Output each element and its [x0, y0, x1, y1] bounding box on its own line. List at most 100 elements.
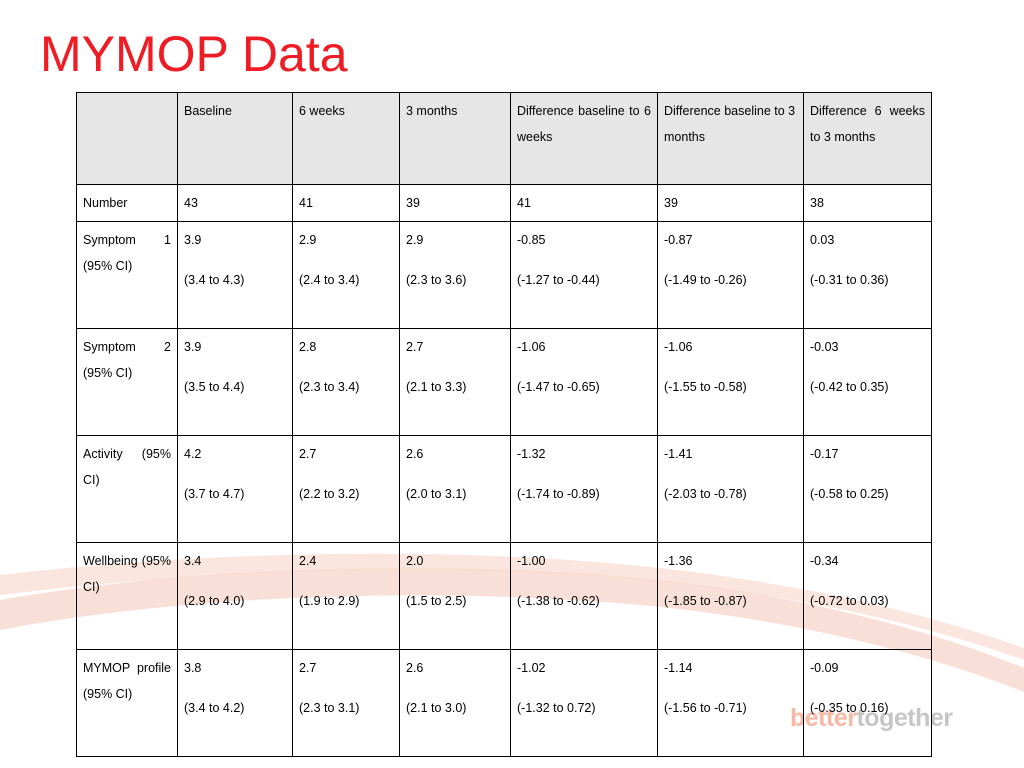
table-cell: -1.14 (-1.56 to -0.71) [657, 649, 804, 757]
row-label: Wellbeing (95% CI) [76, 542, 178, 650]
cell-ci: (2.3 to 3.1) [299, 701, 360, 715]
table-cell: 2.7 (2.1 to 3.3) [399, 328, 511, 436]
cell-ci: (1.9 to 2.9) [299, 594, 360, 608]
cell-ci: (-0.42 to 0.35) [810, 380, 889, 394]
cell-value: -1.02 [517, 661, 546, 675]
row-label: Activity (95% CI) [76, 435, 178, 543]
table-row: MYMOP profile (95% CI) 3.8 (3.4 to 4.2) 2… [76, 649, 932, 757]
cell-value: 2.6 [406, 661, 424, 675]
cell-ci: (3.4 to 4.3) [184, 273, 245, 287]
header-cell: 3 months [399, 92, 511, 185]
table-cell: 3.4 (2.9 to 4.0) [177, 542, 293, 650]
cell-ci: (2.3 to 3.6) [406, 273, 467, 287]
table-cell: -1.00 (-1.38 to -0.62) [510, 542, 658, 650]
table-cell: -0.09 (-0.35 to 0.16) [803, 649, 932, 757]
header-cell: 6 weeks [292, 92, 400, 185]
cell-ci: (1.5 to 2.5) [406, 594, 467, 608]
cell-value: -1.14 [664, 661, 693, 675]
cell-value: 2.9 [299, 233, 317, 247]
cell-value: 4.2 [184, 447, 202, 461]
cell-ci: (-0.72 to 0.03) [810, 594, 889, 608]
cell-ci: (-0.35 to 0.16) [810, 701, 889, 715]
cell-value: 2.4 [299, 554, 317, 568]
table-cell: 3.8 (3.4 to 4.2) [177, 649, 293, 757]
cell-ci: (-1.74 to -0.89) [517, 487, 600, 501]
table-cell: 2.8 (2.3 to 3.4) [292, 328, 400, 436]
cell-ci: (-1.27 to -0.44) [517, 273, 600, 287]
table-cell: 39 [399, 184, 511, 222]
cell-ci: (-1.56 to -0.71) [664, 701, 747, 715]
table-cell: -1.36 (-1.85 to -0.87) [657, 542, 804, 650]
cell-ci: (-1.47 to -0.65) [517, 380, 600, 394]
table-cell: -1.06 (-1.55 to -0.58) [657, 328, 804, 436]
cell-value: 2.8 [299, 340, 317, 354]
table-cell: 2.9 (2.3 to 3.6) [399, 221, 511, 329]
cell-ci: (-1.49 to -0.26) [664, 273, 747, 287]
cell-ci: (2.1 to 3.3) [406, 380, 467, 394]
cell-ci: (3.4 to 4.2) [184, 701, 245, 715]
header-cell: Difference baseline to 3 months [657, 92, 804, 185]
cell-value: -1.06 [517, 340, 546, 354]
cell-value: -0.85 [517, 233, 546, 247]
table-cell: -0.34 (-0.72 to 0.03) [803, 542, 932, 650]
cell-value: -0.03 [810, 340, 839, 354]
cell-value: -0.09 [810, 661, 839, 675]
cell-value: -1.32 [517, 447, 546, 461]
header-cell: Difference 6 weeks to 3 months [803, 92, 932, 185]
data-table: Baseline 6 weeks 3 months Difference bas… [76, 92, 932, 757]
cell-ci: (2.1 to 3.0) [406, 701, 467, 715]
header-cell: Difference baseline to 6 weeks [510, 92, 658, 185]
cell-ci: (3.7 to 4.7) [184, 487, 245, 501]
table-cell: 4.2 (3.7 to 4.7) [177, 435, 293, 543]
cell-ci: (2.3 to 3.4) [299, 380, 360, 394]
cell-ci: (-0.58 to 0.25) [810, 487, 889, 501]
cell-ci: (-0.31 to 0.36) [810, 273, 889, 287]
header-row: Baseline 6 weeks 3 months Difference bas… [76, 92, 932, 185]
cell-value: 2.9 [406, 233, 424, 247]
cell-value: 2.7 [406, 340, 424, 354]
cell-value: 2.7 [299, 661, 317, 675]
cell-ci: (-1.32 to 0.72) [517, 701, 596, 715]
cell-value: -1.00 [517, 554, 546, 568]
cell-value: -1.06 [664, 340, 693, 354]
table-cell: 2.0 (1.5 to 2.5) [399, 542, 511, 650]
cell-value: -0.87 [664, 233, 693, 247]
cell-ci: (2.4 to 3.4) [299, 273, 360, 287]
table-cell: 3.9 (3.4 to 4.3) [177, 221, 293, 329]
row-label: Symptom 1 (95% CI) [76, 221, 178, 329]
table-cell: 2.7 (2.2 to 3.2) [292, 435, 400, 543]
table-cell: 2.9 (2.4 to 3.4) [292, 221, 400, 329]
cell-ci: (-2.03 to -0.78) [664, 487, 747, 501]
table-cell: -0.17 (-0.58 to 0.25) [803, 435, 932, 543]
cell-value: 0.03 [810, 233, 835, 247]
cell-ci: (-1.38 to -0.62) [517, 594, 600, 608]
table-cell: 41 [510, 184, 658, 222]
table-row: Activity (95% CI) 4.2 (3.7 to 4.7) 2.7 (2.… [76, 435, 932, 543]
slide-title: MYMOP Data [40, 26, 348, 82]
cell-value: -1.36 [664, 554, 693, 568]
table-row: Wellbeing (95% CI) 3.4 (2.9 to 4.0) 2.4 (1… [76, 542, 932, 650]
cell-value: 2.0 [406, 554, 424, 568]
table-cell: 2.7 (2.3 to 3.1) [292, 649, 400, 757]
header-cell-empty [76, 92, 178, 185]
table-cell: 38 [803, 184, 932, 222]
cell-ci: (-1.85 to -0.87) [664, 594, 747, 608]
table-cell: 0.03 (-0.31 to 0.36) [803, 221, 932, 329]
cell-ci: (2.2 to 3.2) [299, 487, 360, 501]
table-row: Symptom 2 (95% CI) 3.9 (3.5 to 4.4) 2.8 (2… [76, 328, 932, 436]
cell-value: 2.7 [299, 447, 317, 461]
cell-value: -0.17 [810, 447, 839, 461]
table-cell: -0.87 (-1.49 to -0.26) [657, 221, 804, 329]
table-cell: 3.9 (3.5 to 4.4) [177, 328, 293, 436]
table-cell: 2.6 (2.1 to 3.0) [399, 649, 511, 757]
row-label: Symptom 2 (95% CI) [76, 328, 178, 436]
cell-ci: (2.0 to 3.1) [406, 487, 467, 501]
cell-value: 2.6 [406, 447, 424, 461]
cell-value: 3.9 [184, 340, 202, 354]
table-row-number: Number 43 41 39 41 39 38 [76, 184, 932, 222]
row-label: Number [76, 184, 178, 222]
cell-value: 3.4 [184, 554, 202, 568]
cell-ci: (3.5 to 4.4) [184, 380, 245, 394]
table-cell: -0.03 (-0.42 to 0.35) [803, 328, 932, 436]
table-cell: 39 [657, 184, 804, 222]
